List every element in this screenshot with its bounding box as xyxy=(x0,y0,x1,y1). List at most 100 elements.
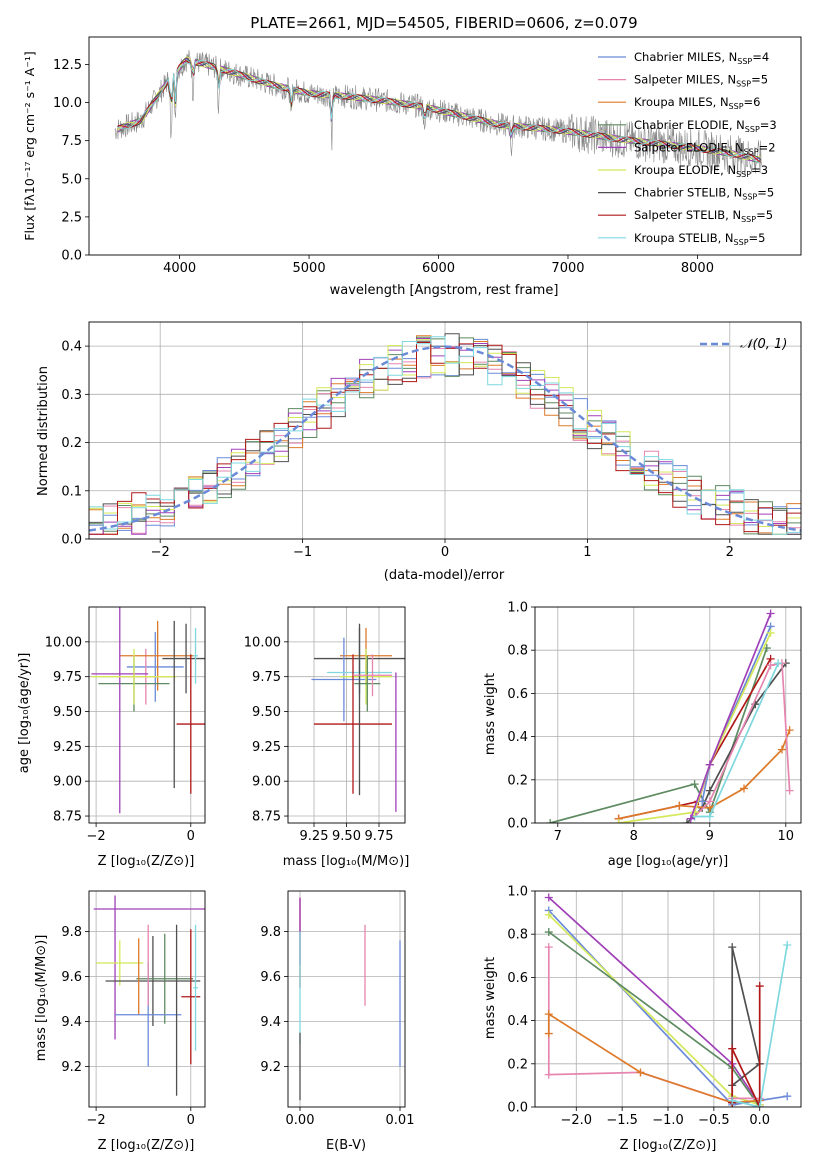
plus-marker xyxy=(705,786,714,795)
histogram-step xyxy=(89,336,801,535)
mass-vs-extinction-xlabel: E(B-V) xyxy=(326,1138,366,1153)
y-tick-label: 2.5 xyxy=(61,210,82,225)
mass-vs-extinction-panel: 0.00 0.01 9.2 9.4 9.6 9.8 E(B-V) xyxy=(260,890,415,1153)
mass-weight-line xyxy=(547,947,760,1104)
x-tick-label: 0.0 xyxy=(749,1113,770,1128)
y-tick-label: 9.25 xyxy=(53,740,82,755)
plus-marker xyxy=(785,786,794,795)
axes-frame xyxy=(88,890,206,1108)
y-tick-label: 8.75 xyxy=(252,810,281,825)
plus-marker xyxy=(728,1096,737,1105)
y-tick-label: 0.1 xyxy=(61,484,82,499)
x-tick-label: 0 xyxy=(187,1113,195,1128)
age-vs-metallicity-panel: −2 0 8.75 9.00 9.25 9.50 9.75 10.00 Z [log₁₀(Z/… xyxy=(17,606,206,869)
y-tick-label: 9.2 xyxy=(260,1060,281,1075)
legend-label-subscript: SSP xyxy=(734,238,749,247)
spectrum-xlabel: wavelength [Angstrom, rest frame] xyxy=(330,283,559,298)
y-tick-label: 0.4 xyxy=(507,730,528,745)
y-tick-label: 7.5 xyxy=(61,134,82,149)
axes-frame xyxy=(287,606,406,824)
x-tick-label: 0.01 xyxy=(386,1113,415,1128)
mass-vs-extinction-plot-area: 0.00 0.01 9.2 9.4 9.6 9.8 xyxy=(260,890,415,1128)
legend-label: Chabrier ELODIE, NSSP=3 xyxy=(634,118,777,134)
y-tick-label: 9.75 xyxy=(53,670,82,685)
gaussian-legend-label: 𝒩(0, 1) xyxy=(740,337,787,352)
residual-histogram-panel: −2 −1 0 1 2 0.0 0.1 0.2 0.3 0.4 (data-model)/erro… xyxy=(36,321,802,583)
mass-weight-line xyxy=(618,729,791,820)
y-tick-label: 0.8 xyxy=(507,928,528,943)
y-tick-label: 0.0 xyxy=(61,533,82,548)
legend-label-count: =4 xyxy=(752,50,769,64)
y-tick-label: 0.0 xyxy=(507,1101,528,1116)
y-tick-label: 9.6 xyxy=(260,970,281,985)
axes-frame xyxy=(88,321,802,540)
x-tick-label: 0 xyxy=(441,545,449,560)
y-tick-label: 9.50 xyxy=(252,705,281,720)
y-tick-label: 0.3 xyxy=(61,388,82,403)
weight_vs_age-marks xyxy=(535,607,801,823)
legend-label: Kroupa STELIB, NSSP=5 xyxy=(634,231,765,247)
y-tick-label: 9.4 xyxy=(61,1015,82,1030)
plus-marker xyxy=(544,910,553,919)
plus-marker xyxy=(728,943,737,952)
y-tick-label: 10.00 xyxy=(244,635,281,650)
y-tick-label: 0.2 xyxy=(507,773,528,788)
weight_vs_Z-marks xyxy=(535,891,801,1107)
residual-ylabel: Normed distribution xyxy=(36,366,51,496)
plus-marker xyxy=(544,928,553,937)
plus-marker xyxy=(544,1029,553,1038)
y-tick-label: 9.25 xyxy=(252,740,281,755)
y-tick-label: 9.50 xyxy=(53,705,82,720)
legend-label-count: =2 xyxy=(759,140,776,154)
plus-marker xyxy=(705,797,714,806)
x-tick-label: 8 xyxy=(630,829,638,844)
age_vs_Z-marks xyxy=(89,607,205,823)
legend-label-subscript: SSP xyxy=(742,193,757,202)
mass_vs_EBV-marks xyxy=(288,891,405,1107)
plus-marker xyxy=(705,812,714,821)
age-vs-metallicity-xlabel: Z [log₁₀(Z/Z⊙)] xyxy=(98,854,195,869)
x-tick-label: 9 xyxy=(706,829,714,844)
legend-label-subscript: SSP xyxy=(729,102,744,111)
spectrum-plot-area: 4000 5000 6000 7000 8000 0.0 2.5 5.0 7.5 10.0 12.5 xyxy=(53,36,802,276)
legend-label-subscript: SSP xyxy=(737,57,752,66)
y-tick-label: 9.2 xyxy=(61,1060,82,1075)
y-tick-label: 1.0 xyxy=(507,885,528,900)
x-tick-label: 0.00 xyxy=(286,1113,315,1128)
x-tick-label: −1 xyxy=(293,545,312,560)
axes-frame xyxy=(287,890,406,1108)
model-spectrum-line xyxy=(117,60,761,164)
y-tick-label: 9.00 xyxy=(53,775,82,790)
weight-vs-metallicity-panel: −2.0 −1.5 −1.0 −0.5 0.0 0.0 0.2 0.4 0.6 0.8 1.0 Z … xyxy=(483,885,802,1153)
spectrum-marks xyxy=(114,49,763,176)
weight-vs-age-xlabel: age [log₁₀(age/yr)] xyxy=(608,854,729,869)
axes-frame xyxy=(88,606,206,824)
y-tick-label: 5.0 xyxy=(61,172,82,187)
legend-label-count: =5 xyxy=(757,186,774,200)
plus-marker xyxy=(546,819,555,823)
plus-marker xyxy=(755,982,764,991)
plus-marker xyxy=(544,943,553,952)
residual-xlabel: (data-model)/error xyxy=(384,568,505,583)
x-tick-label: −2 xyxy=(87,1113,106,1128)
legend-label: Chabrier MILES, NSSP=4 xyxy=(634,50,769,66)
age-vs-metallicity-ylabel: age [log₁₀(age/yr)] xyxy=(17,653,32,774)
legend-label-count: =5 xyxy=(751,73,768,87)
age-vs-metallicity-plot-area: −2 0 8.75 9.00 9.25 9.50 9.75 10.00 xyxy=(45,606,206,844)
plus-marker xyxy=(544,893,553,902)
model-spectrum-line xyxy=(117,60,762,163)
x-tick-label: 9.75 xyxy=(365,829,394,844)
spectrum-legend: Chabrier MILES, NSSP=4 Salpeter MILES, NS… xyxy=(598,50,777,247)
age_vs_mass-marks xyxy=(288,607,405,823)
y-tick-label: 0.0 xyxy=(61,249,82,264)
plus-marker xyxy=(728,1044,737,1053)
legend-label-subscript: SSP xyxy=(744,147,759,156)
axes-frame xyxy=(534,890,802,1108)
legend-label-count: =5 xyxy=(756,208,773,222)
plus-marker xyxy=(690,780,699,789)
residual-plot-area: −2 −1 0 1 2 0.0 0.1 0.2 0.3 0.4 xyxy=(61,321,802,560)
age-vs-mass-xlabel: mass [log₁₀(M/M⊙)] xyxy=(283,854,410,869)
x-tick-label: −1.5 xyxy=(606,1113,638,1128)
plus-marker xyxy=(683,819,691,823)
